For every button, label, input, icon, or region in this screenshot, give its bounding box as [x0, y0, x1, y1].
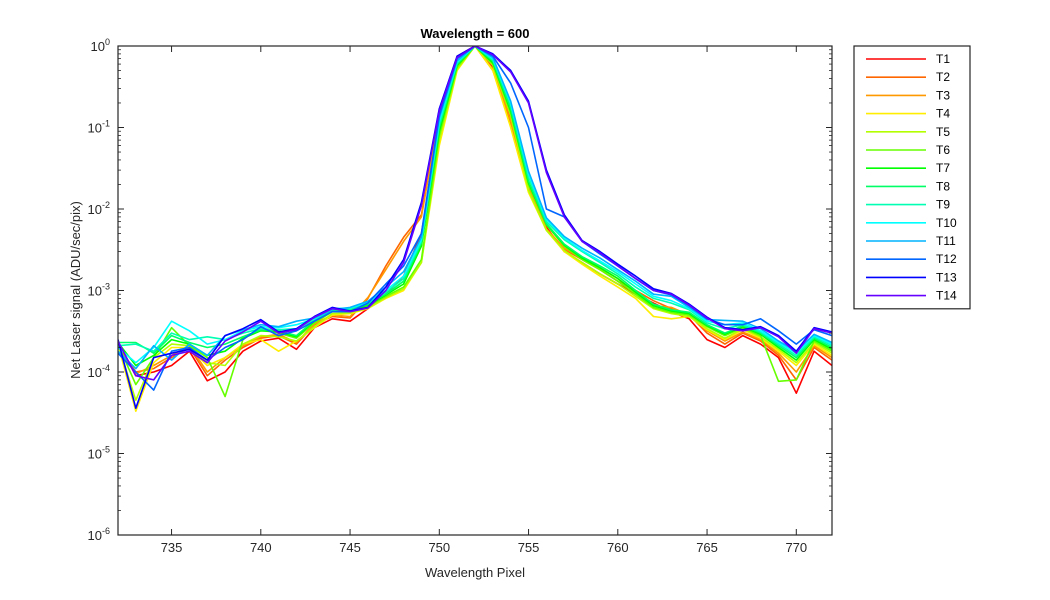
y-tick-label: 10-3: [88, 282, 110, 299]
series-line-t13: [118, 46, 832, 410]
y-tick-label: 10-1: [88, 119, 110, 136]
series-line-t11: [118, 46, 832, 370]
series-layer: [118, 46, 832, 413]
x-tick-label: 745: [339, 540, 361, 555]
series-line-t14: [118, 46, 832, 381]
x-tick-label: 765: [696, 540, 718, 555]
legend-label-t5: T5: [936, 125, 950, 139]
y-tick-label: 100: [91, 37, 110, 54]
series-line-t7: [118, 46, 832, 367]
series-line-t10: [118, 46, 832, 364]
y-tick-label: 10-4: [88, 363, 110, 380]
x-axis-label: Wavelength Pixel: [425, 565, 525, 580]
legend-label-t9: T9: [936, 198, 950, 212]
legend-label-t3: T3: [936, 88, 950, 102]
y-tick-label: 10-2: [88, 200, 110, 217]
x-tick-label: 760: [607, 540, 629, 555]
x-tick-label: 735: [161, 540, 183, 555]
series-line-t9: [118, 46, 832, 357]
legend-label-t1: T1: [936, 52, 950, 66]
legend: T1 T2 T3 T4 T5 T6 T7 T8 T9 T10 T11 T12 T13 T14: [853, 45, 971, 310]
series-line-t2: [118, 46, 832, 381]
legend-label-t2: T2: [936, 70, 950, 84]
chart-title: Wavelength = 600: [421, 26, 530, 41]
legend-label-t10: T10: [936, 216, 957, 230]
legend-label-t14: T14: [936, 289, 957, 303]
series-line-t8: [118, 46, 832, 359]
series-line-t5: [118, 46, 832, 402]
legend-box: [853, 45, 971, 310]
series-line-t6: [118, 46, 832, 398]
y-tick-label: 10-5: [88, 445, 110, 462]
y-tick-label: 10-6: [88, 526, 110, 543]
plot-frame: [117, 45, 833, 536]
legend-label-t8: T8: [936, 179, 950, 193]
legend-label-t12: T12: [936, 252, 957, 266]
x-tick-label: 740: [250, 540, 272, 555]
legend-label-t13: T13: [936, 270, 957, 284]
x-tick-label: 755: [518, 540, 540, 555]
legend-label-t7: T7: [936, 161, 950, 175]
axes-layer: 735 740 745 750 755 760 765 770 10-6 10-5 10-4 10-3…: [88, 37, 832, 555]
legend-label-t6: T6: [936, 143, 950, 157]
legend-label-t11: T11: [936, 234, 956, 248]
y-axis-label: Net Laser signal (ADU/sec/pix): [68, 201, 83, 379]
x-tick-label: 770: [785, 540, 807, 555]
series-line-t4: [118, 46, 832, 413]
legend-label-t4: T4: [936, 107, 950, 121]
x-tick-label: 750: [428, 540, 450, 555]
series-line-t3: [118, 46, 832, 375]
